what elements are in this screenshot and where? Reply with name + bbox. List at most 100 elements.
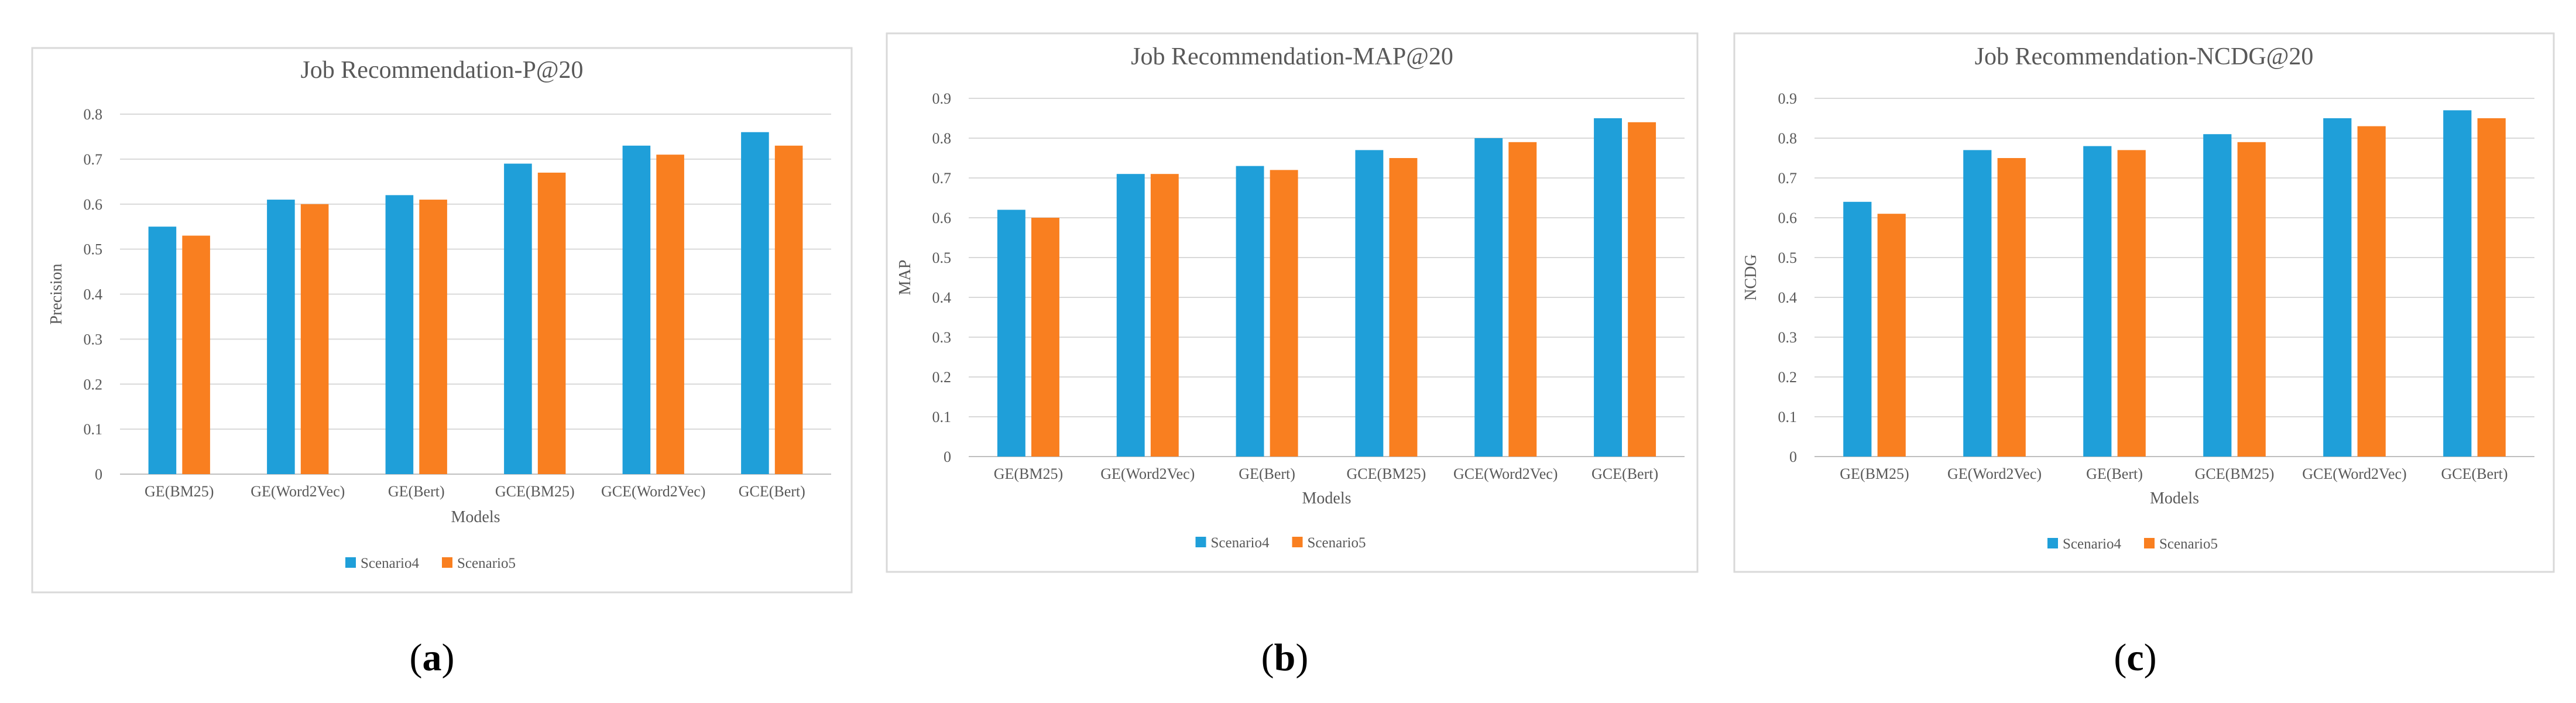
panel-label-close: ): [1295, 636, 1308, 679]
x-tick-label: GE(Bert): [1239, 465, 1295, 482]
y-tick-label: 0.6: [932, 210, 952, 227]
y-tick-label: 0.5: [84, 241, 103, 258]
y-tick-label: 0.2: [1778, 369, 1798, 386]
panel-label-close: ): [2144, 636, 2157, 679]
y-tick-label: 0.5: [1778, 249, 1798, 266]
bar-scenario4-0: [1843, 201, 1872, 457]
panel-label-letter: a: [423, 636, 442, 679]
x-tick-label: GCE(Word2Vec): [601, 483, 705, 500]
y-tick-label: 0.8: [84, 106, 103, 123]
legend-swatch-scenario4: [345, 557, 356, 568]
bar-scenario4-5: [741, 132, 769, 474]
legend-label-scenario4: Scenario4: [1211, 535, 1270, 551]
panel-label-letter: b: [1274, 636, 1296, 679]
bar-scenario5-3: [537, 172, 566, 474]
bar-scenario4-3: [1355, 150, 1384, 457]
y-axis-label: MAP: [896, 260, 914, 296]
legend-label-scenario5: Scenario5: [2159, 536, 2218, 552]
y-tick-label: 0.6: [84, 196, 103, 213]
bar-scenario5-3: [2237, 142, 2266, 457]
legend-swatch-scenario4: [1195, 537, 1206, 547]
x-axis-label: Models: [451, 508, 500, 526]
bar-scenario4-5: [1594, 118, 1622, 457]
bar-scenario4-4: [622, 145, 651, 474]
panel-label: (b): [1261, 636, 1309, 679]
bar-scenario5-2: [419, 200, 447, 474]
y-tick-label: 0.6: [1778, 210, 1798, 227]
bar-scenario4-0: [997, 210, 1025, 457]
x-tick-label: GE(Word2Vec): [251, 483, 345, 500]
panel-label-open: (: [2114, 636, 2126, 679]
y-tick-label: 0.2: [84, 376, 103, 393]
x-axis-label: Models: [1302, 489, 1352, 507]
bar-scenario4-1: [267, 200, 295, 474]
legend-swatch-scenario5: [1292, 537, 1303, 547]
panel-label: (a): [410, 636, 455, 679]
panel-label-open: (: [1261, 636, 1274, 679]
x-tick-label: GCE(BM25): [2195, 465, 2275, 482]
y-tick-label: 0.4: [84, 286, 103, 303]
chart-title: Job Recommendation-P@20: [300, 57, 583, 84]
bar-scenario5-0: [1877, 214, 1906, 457]
legend-label-scenario5: Scenario5: [1308, 535, 1366, 551]
chart-title: Job Recommendation-NCDG@20: [1975, 43, 2314, 70]
bar-scenario5-1: [1150, 174, 1179, 457]
legend-label-scenario4: Scenario4: [361, 555, 419, 571]
y-tick-label: 0.8: [1778, 130, 1798, 147]
bar-scenario4-2: [385, 195, 414, 474]
bar-scenario5-1: [300, 204, 329, 474]
x-tick-label: GCE(Bert): [2441, 465, 2508, 482]
y-tick-label: 0: [95, 466, 102, 483]
bar-scenario4-2: [1236, 166, 1264, 457]
bar-scenario4-4: [1474, 138, 1503, 457]
bar-scenario5-4: [656, 155, 684, 474]
legend-label-scenario5: Scenario5: [457, 555, 516, 571]
bar-scenario5-5: [1628, 122, 1656, 457]
y-tick-label: 0.2: [932, 369, 952, 386]
x-tick-label: GE(BM25): [1840, 465, 1909, 482]
y-tick-label: 0.3: [1778, 329, 1798, 346]
bar-scenario5-5: [2477, 118, 2506, 457]
bar-scenario5-1: [1997, 158, 2026, 457]
legend-label-scenario4: Scenario4: [2063, 536, 2121, 552]
panel-label-letter: c: [2126, 636, 2143, 679]
bar-scenario5-4: [2357, 126, 2386, 457]
y-axis-label: NCDG: [1742, 254, 1760, 300]
y-tick-label: 0: [1789, 448, 1797, 465]
y-tick-label: 0.3: [84, 331, 103, 348]
bar-scenario4-2: [2083, 146, 2112, 457]
bar-scenario4-0: [148, 227, 177, 474]
y-tick-label: 0.7: [1778, 170, 1798, 187]
x-tick-label: GCE(BM25): [1347, 465, 1426, 482]
y-tick-label: 0.4: [932, 289, 952, 306]
x-tick-label: GE(Bert): [388, 483, 445, 500]
x-tick-label: GE(Word2Vec): [1947, 465, 2042, 482]
chart-precision: Job Recommendation-P@20 0 0.1 0.2 0.3 0.4 0.5 0…: [31, 47, 853, 679]
x-tick-label: GCE(Bert): [739, 483, 805, 500]
bar-scenario5-2: [1270, 170, 1298, 457]
y-tick-label: 0.9: [1778, 90, 1798, 107]
x-tick-label: GCE(BM25): [495, 483, 575, 500]
y-tick-label: 0.3: [932, 329, 952, 346]
x-axis-label: Models: [2150, 489, 2199, 507]
bar-scenario4-5: [2443, 110, 2472, 457]
y-tick-label: 0.8: [932, 130, 952, 147]
chart-map: Job Recommendation-MAP@20 0 0.1 0.2 0.3 0.4 0.…: [886, 32, 1699, 679]
legend-swatch-scenario4: [2047, 538, 2058, 548]
y-tick-label: 0.1: [84, 421, 103, 438]
x-tick-label: GE(BM25): [145, 483, 214, 500]
x-tick-label: GCE(Word2Vec): [1453, 465, 1558, 482]
x-tick-label: GE(BM25): [994, 465, 1063, 482]
bar-scenario5-5: [774, 145, 803, 474]
y-tick-label: 0.7: [932, 170, 952, 187]
bar-scenario5-0: [1031, 218, 1059, 457]
x-tick-label: GE(Bert): [2086, 465, 2143, 482]
bar-scenario4-3: [504, 163, 532, 474]
y-axis-label: Precision: [47, 263, 66, 324]
y-tick-label: 0.4: [1778, 289, 1798, 306]
bar-scenario5-0: [182, 235, 210, 474]
y-tick-label: 0.7: [84, 151, 103, 168]
chart-ncdg: Job Recommendation-NCDG@20 0 0.1 0.2 0.3 0.4 0…: [1733, 32, 2555, 679]
bar-scenario4-3: [2203, 134, 2232, 457]
